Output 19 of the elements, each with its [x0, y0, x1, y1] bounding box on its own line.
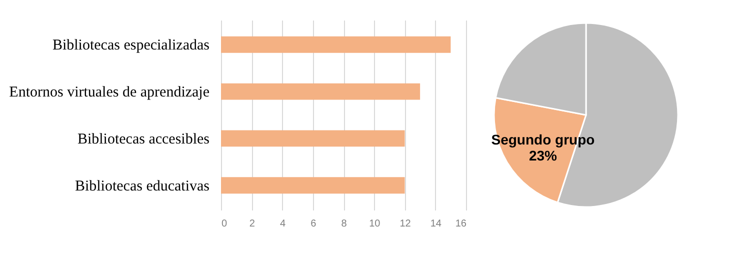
y-tick-label: Bibliotecas educativas [74, 178, 210, 194]
bar [221, 83, 420, 100]
y-tick-label: Entornos virtuales de aprendizaje [9, 84, 210, 101]
bar [221, 177, 405, 194]
x-tick-label: 8 [341, 218, 348, 230]
x-tick-label: 14 [430, 218, 442, 230]
x-tick-label: 6 [310, 218, 317, 230]
y-tick-label: Bibliotecas especializadas [52, 38, 210, 54]
data-label: 23% [528, 147, 558, 164]
x-tick-label: 16 [455, 218, 467, 230]
bar [221, 130, 405, 147]
bar [221, 36, 451, 53]
x-tick-label: 12 [400, 218, 412, 230]
slice-label: Segundo grupo [491, 131, 595, 148]
x-tick-label: 10 [369, 218, 381, 230]
y-tick-label: Bibliotecas accesibles [77, 131, 210, 148]
x-tick-label: 0 [222, 218, 228, 230]
x-tick-label: 2 [249, 218, 256, 230]
x-tick-label: 4 [280, 218, 286, 230]
